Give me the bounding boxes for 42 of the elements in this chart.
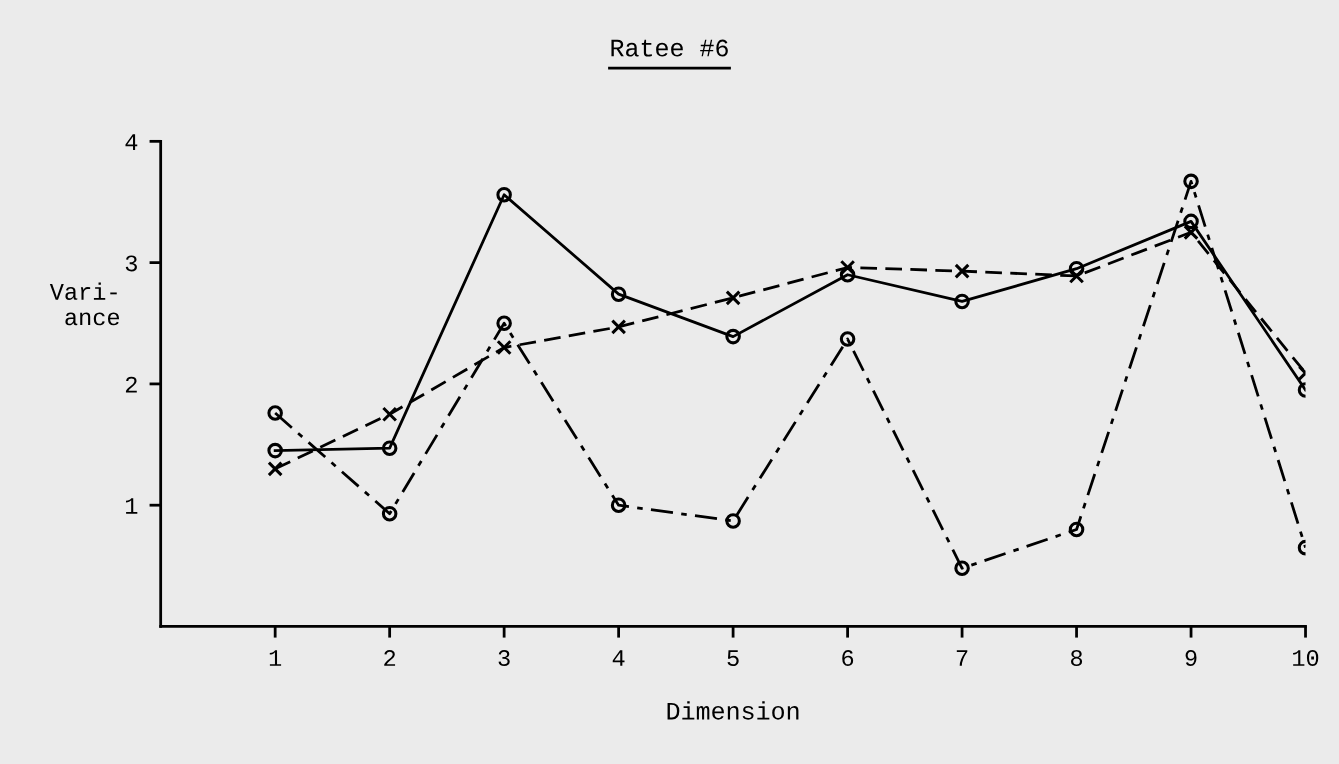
point [954,293,970,310]
chart-title: Ratee #6 [611,39,728,57]
point [1183,173,1199,190]
point [610,286,627,302]
point [381,406,398,423]
point [267,461,283,477]
x-tick-label: 1 [269,650,282,666]
point [725,513,741,529]
point [954,263,970,279]
y-axis-title: Vari- ance [49,282,120,326]
y-tick-label: 4 [125,134,138,150]
y-tick-label: 3 [125,255,137,272]
y-tick-label: 2 [125,376,137,393]
point [839,266,856,283]
point [496,186,512,203]
y-tick-label: 1 [126,498,138,514]
point [839,331,856,347]
point [954,560,970,577]
x-axis-title: Dimension [667,701,799,720]
point [381,440,398,456]
x-tick-label: 4 [612,650,625,666]
point [267,442,283,459]
x-tick-label: 8 [1071,650,1083,667]
x-tick-label: 7 [956,650,968,666]
x-tick-label: 6 [842,650,854,667]
x-tick-label: 10 [1293,650,1319,667]
point [610,497,627,513]
point [1183,224,1199,241]
point [496,339,512,356]
x-tick-label: 9 [1185,650,1197,667]
point [381,505,398,522]
point [610,319,627,335]
point [1068,260,1085,277]
point [725,290,741,306]
point [267,405,283,421]
point [1068,521,1085,538]
point [496,315,512,332]
point [1183,213,1199,230]
x-tick-label: 2 [384,650,396,666]
x-tick-label: 3 [498,650,510,667]
point [725,328,741,345]
x-tick-label: 5 [727,650,739,667]
